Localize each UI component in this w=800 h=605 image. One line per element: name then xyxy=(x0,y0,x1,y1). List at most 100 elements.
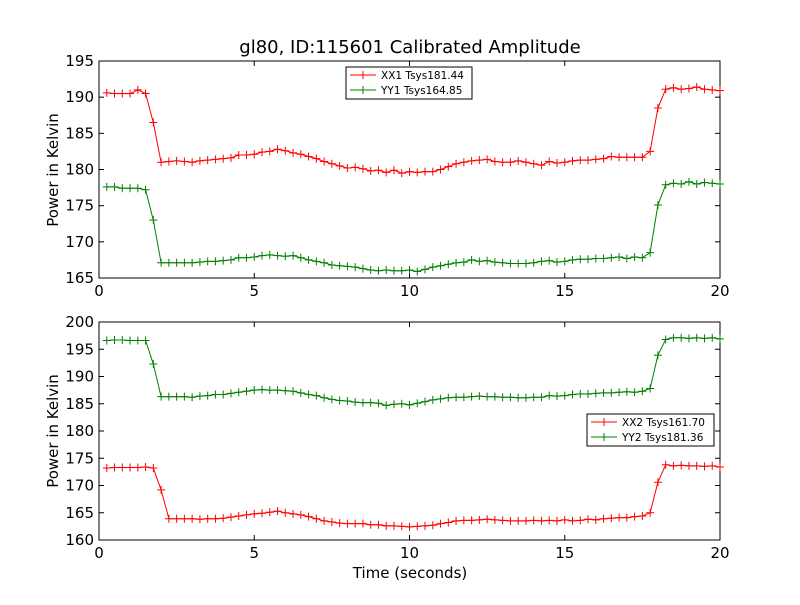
bottom-series-1-marker xyxy=(444,518,453,527)
bottom-series-1-marker xyxy=(584,515,593,524)
top-series-2-marker xyxy=(281,252,290,261)
bottom-series-2-marker xyxy=(700,334,709,343)
top-series-2-marker xyxy=(421,265,430,274)
bottom-series-1-marker xyxy=(599,514,608,523)
bottom-series-1-marker xyxy=(560,515,569,524)
top-series-1-marker xyxy=(118,89,127,98)
top-series-2-marker xyxy=(467,255,476,264)
bottom-series-1-marker xyxy=(630,512,639,521)
bottom-series-1-marker xyxy=(250,509,259,518)
top-series-1-marker xyxy=(459,158,468,167)
top-series-1-marker xyxy=(483,155,492,164)
bottom-series-1-marker xyxy=(258,509,267,518)
top-series-1-marker xyxy=(296,150,305,159)
top-series-1-marker xyxy=(630,153,639,162)
top-series-2-marker xyxy=(343,262,352,271)
bottom-series-2-marker xyxy=(452,393,461,402)
top-series-2-marker xyxy=(568,255,577,264)
bottom-series-2-marker xyxy=(226,389,235,398)
top-series-2-marker xyxy=(265,250,274,259)
top-series-2-marker xyxy=(320,258,329,267)
top-x-tick-label: 0 xyxy=(94,282,104,300)
bottom-series-2-marker xyxy=(188,393,197,402)
bottom-series-1-marker xyxy=(242,510,251,519)
bottom-series-1-marker xyxy=(498,516,507,525)
top-series-1-marker xyxy=(141,89,150,98)
bottom-legend-label-1: XX2 Tsys161.70 xyxy=(622,417,705,429)
top-series-2-marker xyxy=(607,253,616,262)
bottom-series-2-marker xyxy=(599,388,608,397)
bottom-series-1-marker xyxy=(661,460,670,469)
top-series-2-marker xyxy=(304,255,313,264)
top-y-tick-label: 165 xyxy=(65,269,94,287)
top-series-2-marker xyxy=(436,261,445,270)
top-series-1-marker xyxy=(498,158,507,167)
top-series-2-marker xyxy=(490,258,499,267)
top-series-1-marker xyxy=(576,156,585,165)
top-series-1-marker xyxy=(234,151,243,160)
top-series-2-marker xyxy=(118,184,127,193)
bottom-series-2-marker xyxy=(622,387,631,396)
top-series-1-marker xyxy=(273,145,282,154)
bottom-series-2-marker xyxy=(677,333,686,342)
bottom-y-tick-label: 200 xyxy=(65,313,94,331)
top-series-1-marker xyxy=(560,158,569,167)
top-series-2-marker xyxy=(700,178,709,187)
bottom-series-1-marker xyxy=(320,516,329,525)
bottom-series-2-marker xyxy=(374,399,383,408)
top-series-1-marker xyxy=(661,85,670,94)
bottom-legend-label-2: YY2 Tsys181.36 xyxy=(621,432,704,444)
bottom-series-2-marker xyxy=(584,389,593,398)
bottom-series-1-marker xyxy=(133,463,142,472)
top-series-2-marker xyxy=(638,253,647,262)
bottom-series-1-marker xyxy=(514,516,523,525)
bottom-x-tick-label: 15 xyxy=(555,544,574,562)
bottom-series-2-marker xyxy=(118,335,127,344)
top-series-2-marker xyxy=(428,263,437,272)
top-series-1-marker xyxy=(180,157,189,166)
bottom-series-2-marker xyxy=(475,392,484,401)
top-series-1-marker xyxy=(716,86,724,95)
bottom-legend: XX2 Tsys161.70 YY2 Tsys181.36 xyxy=(586,413,715,447)
top-series-1-marker xyxy=(164,157,173,166)
top-series-2-marker xyxy=(677,179,686,188)
bottom-series-1-marker xyxy=(467,516,476,525)
bottom-series-1-marker xyxy=(436,519,445,528)
top-series-2-marker xyxy=(110,182,119,191)
top-series-1-marker xyxy=(506,158,515,167)
top-series-2-marker xyxy=(273,251,282,260)
top-series-2-marker xyxy=(669,179,678,188)
bottom-series-2-marker xyxy=(157,392,166,401)
top-series-2-marker xyxy=(560,257,569,266)
bottom-series-2-marker xyxy=(661,335,670,344)
bottom-series-1-marker xyxy=(413,522,422,531)
top-series-2-marker xyxy=(413,267,422,276)
bottom-series-2-marker xyxy=(164,392,173,401)
top-series-1-marker xyxy=(110,89,119,98)
top-series-1-marker xyxy=(133,85,142,94)
bottom-series-2-marker xyxy=(545,391,554,400)
bottom-series-1-marker xyxy=(428,521,437,530)
top-series-2-marker xyxy=(545,256,554,265)
top-series-2-marker xyxy=(630,253,639,262)
top-y-tick-label: 175 xyxy=(65,197,94,215)
bottom-series-2-marker xyxy=(646,384,655,393)
top-series-1-marker xyxy=(102,88,111,97)
top-legend-marker-2 xyxy=(359,86,367,94)
top-series-1-marker xyxy=(335,161,344,170)
bottom-series-1-marker xyxy=(281,508,290,517)
top-series-2-marker xyxy=(358,264,367,273)
top-series-2-marker xyxy=(483,256,492,265)
top-series-2-marker xyxy=(444,260,453,269)
top-series-1-marker xyxy=(188,158,197,167)
bottom-series-1-marker xyxy=(607,514,616,523)
top-series-2-marker xyxy=(188,258,197,267)
top-series-1-marker xyxy=(327,159,336,168)
top-series-1-marker xyxy=(700,85,709,94)
bottom-series-1-marker xyxy=(684,461,693,470)
top-series-1-marker xyxy=(521,158,530,167)
bottom-series-1-marker xyxy=(389,521,398,530)
top-series-1-marker xyxy=(421,167,430,176)
